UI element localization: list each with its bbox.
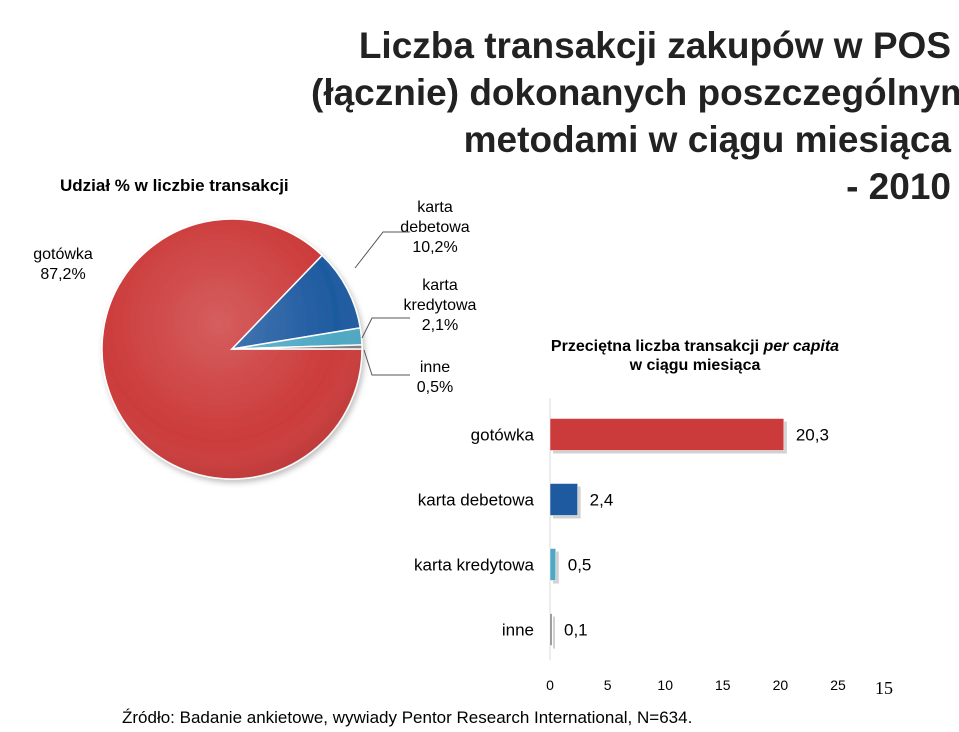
source-note: Źródło: Badanie ankietowe, wywiady Pento… — [122, 708, 693, 727]
pie-label-inne-pct: 0,5% — [416, 379, 454, 396]
bar-category-label: karta kredytowa — [414, 556, 535, 575]
pie-leader-line — [363, 349, 410, 376]
pie-label-inne: inne 0,5% — [405, 358, 465, 398]
pie-label-debetowa: karta debetowa 10,2% — [395, 198, 475, 258]
title-line-4: - 2010 — [846, 166, 951, 207]
pie-leader-line — [361, 317, 410, 339]
bar-value-label: 0,5 — [568, 556, 592, 575]
pie-label-gotowka-name: gotówka — [33, 246, 93, 263]
pie-label-gotowka-pct: 87,2% — [40, 266, 86, 283]
bar-x-tick-label: 20 — [773, 677, 789, 693]
bar-x-tick-label: 0 — [546, 677, 554, 693]
bar-x-tick-label: 25 — [830, 677, 846, 693]
pie-label-debetowa-pct: 10,2% — [412, 239, 458, 256]
title-line-2: (łącznie) dokonanych poszczególnymi — [311, 72, 959, 113]
bar-x-tick-label: 15 — [715, 677, 731, 693]
bar-shadow — [553, 616, 555, 649]
bar-category-label: karta debetowa — [418, 491, 535, 510]
pie-label-debetowa-l1: karta — [417, 199, 453, 216]
bar-title-line-2: w ciągu miesiąca — [629, 357, 761, 374]
bar-title: Przeciętna liczba transakcji per capita … — [530, 337, 860, 375]
bar-value-label: 2,4 — [590, 491, 614, 510]
pie-label-kredytowa-l2: kredytowa — [403, 297, 477, 314]
bar-inne — [549, 613, 553, 646]
bar-title-text: Przeciętna liczba transakcji — [550, 338, 760, 355]
bar-x-tick-label: 5 — [604, 677, 612, 693]
pie-label-kredytowa: karta kredytowa 2,1% — [395, 276, 485, 336]
pie-leader-lines — [354, 231, 410, 376]
pie-shading — [102, 219, 362, 479]
title-line-1: Liczba transakcji zakupów w POS — [358, 25, 951, 66]
bar-karta-debetowa — [549, 483, 578, 516]
pie-label-kredytowa-pct: 2,1% — [421, 317, 459, 334]
pie-title: Udział % w liczbie transakcji — [60, 176, 289, 195]
pie-label-debetowa-l2: debetowa — [400, 219, 470, 236]
bar-x-tick-label: 10 — [657, 677, 673, 693]
bar-value-label: 0,1 — [564, 621, 588, 640]
bar-category-label: inne — [502, 621, 534, 640]
pie-chart — [101, 218, 363, 480]
chart-title: Liczba transakcji zakupów w POS (łącznie… — [311, 22, 959, 210]
pie-leader-line — [354, 231, 410, 269]
title-line-3: metodami w ciągu miesiąca — [463, 119, 951, 160]
bar-chart: gotówka 20,3 karta debetowa 2,4 karta kredyt… — [414, 398, 846, 693]
bar-value-label: 20,3 — [796, 426, 829, 445]
bar-gotówka — [549, 418, 785, 451]
bar-karta-kredytowa — [549, 548, 557, 581]
pie-label-gotowka: gotówka 87,2% — [18, 245, 108, 285]
bar-category-label: gotówka — [471, 426, 535, 445]
bar-title-italic: per capita — [763, 338, 840, 355]
page-number: 15 — [875, 678, 893, 698]
pie-label-inne-name: inne — [419, 359, 451, 376]
bar-title-line-1: Przeciętna liczba transakcji per capita — [530, 337, 860, 356]
pie-label-kredytowa-l1: karta — [422, 277, 458, 294]
